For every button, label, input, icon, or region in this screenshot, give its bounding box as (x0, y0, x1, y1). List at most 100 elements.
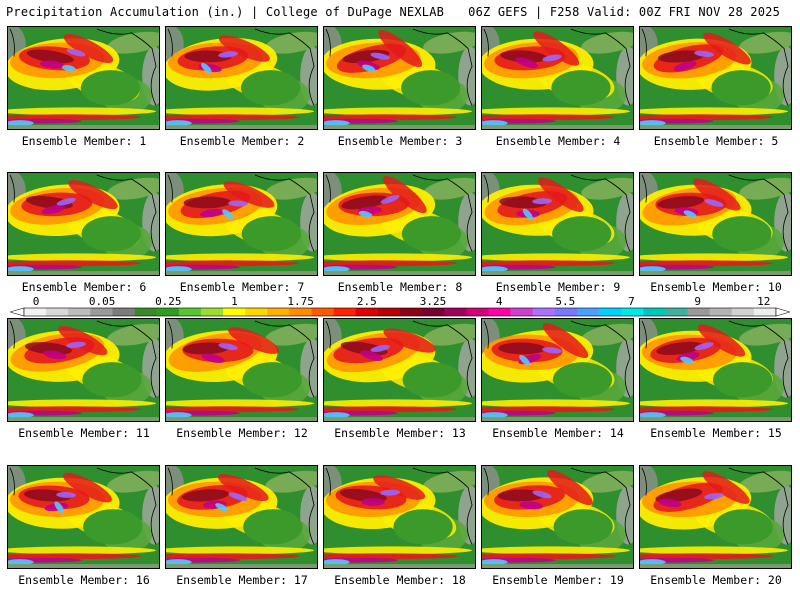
precip-map-image (166, 27, 317, 129)
colorbar-swatch (753, 308, 777, 316)
colorbar-swatch (731, 308, 755, 316)
precip-map-image (8, 319, 159, 421)
ensemble-member-map (323, 318, 476, 422)
colorbar-swatch (377, 308, 401, 316)
colorbar-swatch (311, 308, 334, 316)
colorbar-tick-label: 9 (694, 296, 701, 308)
ensemble-member-label: Ensemble Member: 2 (179, 134, 305, 148)
ensemble-member-map (481, 318, 634, 422)
colorbar-swatch (488, 308, 511, 316)
precip-map-image (640, 27, 791, 129)
colorbar-tick-label: 5.5 (555, 296, 575, 308)
ensemble-member-label: Ensemble Member: 4 (495, 134, 621, 148)
precip-map-image (8, 466, 159, 568)
precip-map-image (482, 173, 633, 275)
colorbar-swatch (200, 308, 224, 316)
precip-map-image (324, 466, 475, 568)
precip-map-image (640, 173, 791, 275)
colorbar-swatch (156, 308, 180, 316)
ensemble-member-map (481, 172, 634, 276)
ensemble-member-map (481, 465, 634, 569)
precip-map-image (166, 466, 317, 568)
precip-map-image (640, 466, 791, 568)
precip-colorbar: 0 0.05 0.25 1 1.75 2.5 3.25 4 5.5 7 9 12 (10, 296, 790, 317)
ensemble-member-map (165, 318, 318, 422)
precip-map-image (166, 319, 317, 421)
colorbar-swatch (665, 308, 688, 316)
colorbar-swatch (400, 308, 423, 316)
colorbar-swatch (510, 308, 534, 316)
precip-map-image (166, 173, 317, 275)
ensemble-member-map (7, 318, 160, 422)
ensemble-member-label: Ensemble Member: 17 (176, 573, 308, 587)
colorbar-swatch (90, 308, 113, 316)
colorbar-swatch (223, 308, 246, 316)
colorbar-swatch (134, 308, 158, 316)
colorbar-swatch (532, 308, 556, 316)
colorbar-swatch (599, 308, 622, 316)
precip-map-image (640, 319, 791, 421)
run-valid-time: 06Z GEFS | F258 Valid: 00Z FRI NOV 28 20… (468, 5, 780, 19)
colorbar-swatch (466, 308, 489, 316)
ensemble-member-label: Ensemble Member: 1 (21, 134, 147, 148)
ensemble-member-map (7, 465, 160, 569)
colorbar-tick-label: 0 (33, 296, 40, 308)
colorbar-min-arrow (10, 307, 25, 317)
ensemble-member-label: Ensemble Member: 3 (337, 134, 463, 148)
colorbar-tick-label: 3.25 (420, 296, 447, 308)
colorbar-tick-label: 7 (628, 296, 635, 308)
precip-map-image (482, 27, 633, 129)
colorbar-swatch (112, 308, 135, 316)
precip-map-image (482, 466, 633, 568)
colorbar-swatch (245, 308, 268, 316)
ensemble-member-label: Ensemble Member: 5 (653, 134, 779, 148)
colorbar-swatch (621, 308, 644, 316)
ensemble-member-map (639, 26, 792, 130)
ensemble-member-label: Ensemble Member: 10 (650, 280, 782, 294)
ensemble-member-label: Ensemble Member: 7 (179, 280, 305, 294)
ensemble-member-map (165, 26, 318, 130)
colorbar-tick-label: 12 (757, 296, 770, 308)
colorbar-tick-label: 1 (231, 296, 238, 308)
colorbar-max-arrow (775, 307, 790, 317)
colorbar-tick-label: 0.25 (155, 296, 182, 308)
colorbar-swatch (444, 308, 467, 316)
colorbar-swatch (422, 308, 445, 316)
colorbar-swatch (289, 308, 312, 316)
ensemble-member-map (323, 26, 476, 130)
colorbar-swatch (355, 308, 379, 316)
ensemble-member-label: Ensemble Member: 8 (337, 280, 463, 294)
ensemble-member-label: Ensemble Member: 9 (495, 280, 621, 294)
precip-map-image (8, 27, 159, 129)
ensemble-member-map (7, 172, 160, 276)
ensemble-member-map (639, 318, 792, 422)
ensemble-member-map (639, 172, 792, 276)
colorbar-swatch (554, 308, 578, 316)
map-title: Precipitation Accumulation (in.) | Colle… (6, 5, 445, 19)
ensemble-member-map (165, 465, 318, 569)
colorbar-swatch (68, 308, 91, 316)
ensemble-member-label: Ensemble Member: 6 (21, 280, 147, 294)
ensemble-member-map (7, 26, 160, 130)
colorbar-swatch (46, 308, 69, 316)
colorbar-swatch (687, 308, 710, 316)
ensemble-member-label: Ensemble Member: 11 (18, 426, 150, 440)
ensemble-member-label: Ensemble Member: 16 (18, 573, 150, 587)
ensemble-member-label: Ensemble Member: 14 (492, 426, 624, 440)
colorbar-tick-label: 0.05 (89, 296, 116, 308)
colorbar-swatch (178, 308, 202, 316)
ensemble-member-label: Ensemble Member: 19 (492, 573, 624, 587)
ensemble-member-map (165, 172, 318, 276)
precip-map-image (8, 173, 159, 275)
ensemble-member-map (323, 172, 476, 276)
colorbar-tick-label: 2.5 (357, 296, 377, 308)
colorbar-tick-label: 1.75 (287, 296, 314, 308)
precip-map-image (324, 27, 475, 129)
precip-map-image (324, 319, 475, 421)
ensemble-member-label: Ensemble Member: 20 (650, 573, 782, 587)
colorbar-swatch (24, 308, 47, 316)
colorbar-tick-label: 4 (496, 296, 503, 308)
ensemble-member-map (481, 26, 634, 130)
colorbar-swatch (576, 308, 600, 316)
